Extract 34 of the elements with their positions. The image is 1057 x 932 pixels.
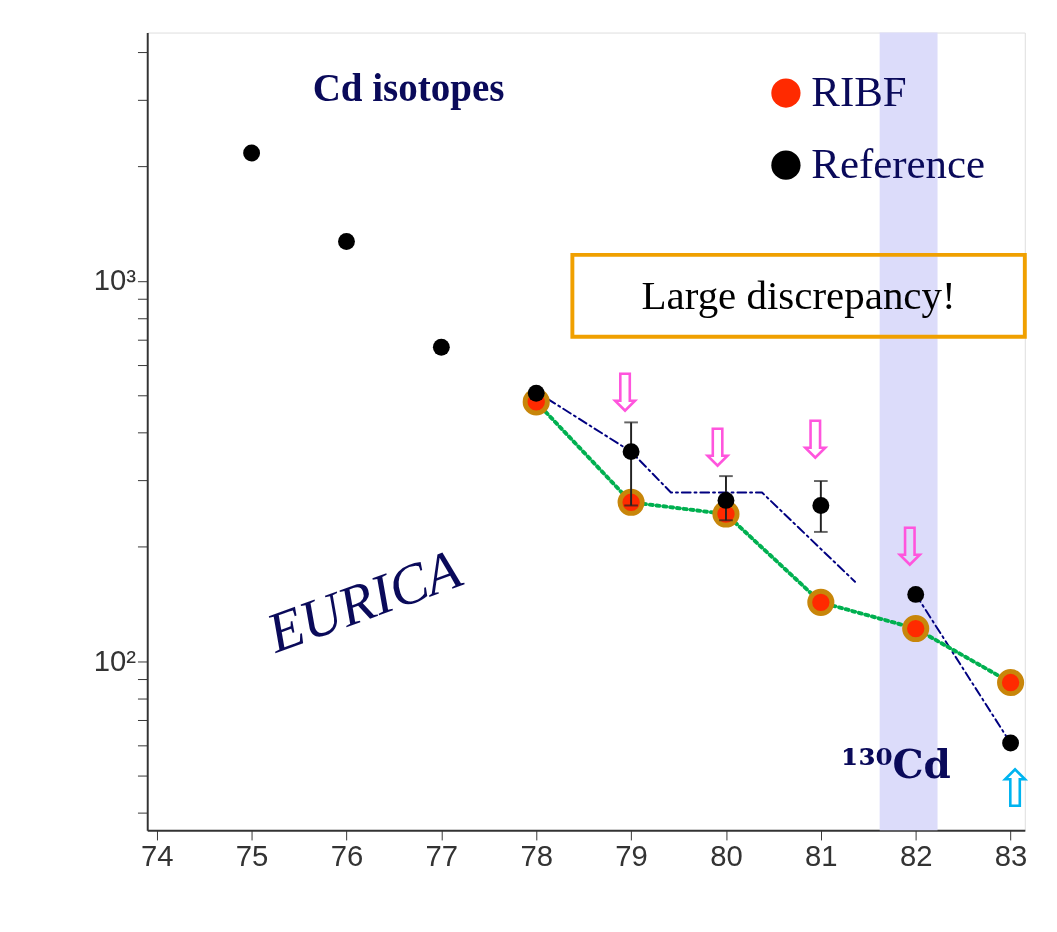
point [243, 144, 261, 162]
annotation: ⇩ [602, 361, 648, 423]
annotation: ¹³⁰Cd [841, 740, 951, 787]
point [527, 384, 545, 402]
y-tick-label: 10³ [93, 264, 137, 297]
point [622, 443, 640, 461]
y-tick-label: 10² [93, 644, 137, 677]
annotation: ⇩ [887, 515, 932, 577]
annotation: ⇩ [793, 408, 838, 470]
point [812, 497, 830, 514]
point [1002, 734, 1020, 752]
x-tick-label: 76 [330, 839, 364, 872]
legend-label: RIBF [811, 67, 907, 115]
annotation: ⇩ [695, 416, 740, 478]
x-tick-label: 74 [140, 839, 174, 872]
text: Cd isotopes [312, 65, 505, 110]
x-tick-label: 75 [235, 839, 269, 872]
annotation: ⇧ [993, 757, 1038, 819]
x-tick-label: 78 [520, 839, 553, 872]
point [997, 668, 1025, 697]
legend-label: Reference [811, 139, 986, 187]
x-tick-label: 79 [615, 839, 648, 872]
x-tick-label: 82 [899, 839, 933, 872]
point [807, 588, 835, 616]
x-tick-label: 81 [805, 839, 838, 872]
point [432, 338, 450, 356]
x-tick-label: 83 [994, 839, 1028, 872]
point [902, 615, 930, 643]
x-tick-label: 80 [710, 839, 743, 872]
point [338, 233, 355, 250]
point [907, 586, 925, 603]
annotation: Large discrepancy! [641, 272, 956, 318]
point [717, 491, 735, 509]
x-tick-label: 77 [425, 839, 459, 872]
